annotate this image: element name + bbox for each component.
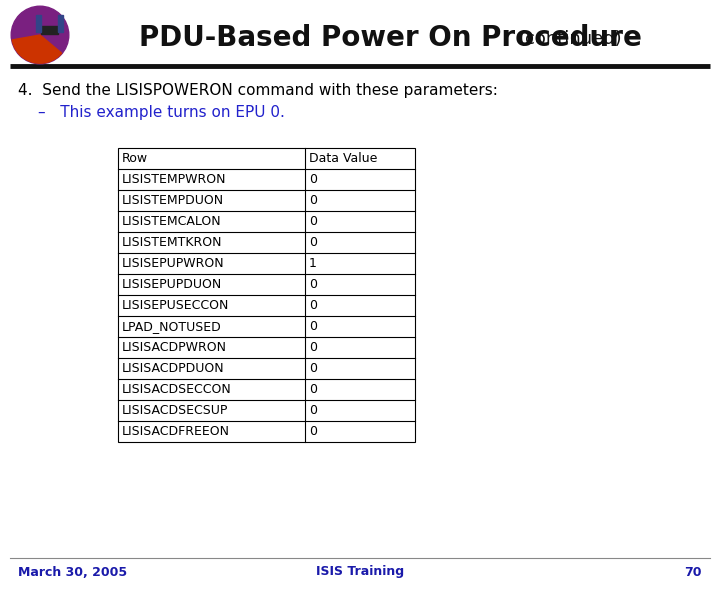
- Bar: [58, 15, 63, 32]
- Text: 1: 1: [309, 257, 317, 270]
- Text: LISISEPUPDUON: LISISEPUPDUON: [122, 278, 222, 291]
- Text: 0: 0: [309, 215, 317, 228]
- Text: LISISACDSECSUP: LISISACDSECSUP: [122, 404, 228, 417]
- Bar: [41, 26, 58, 34]
- Circle shape: [12, 6, 69, 64]
- Text: 0: 0: [309, 194, 317, 207]
- Wedge shape: [12, 35, 62, 63]
- Text: –   This example turns on EPU 0.: – This example turns on EPU 0.: [38, 104, 285, 120]
- Text: 0: 0: [309, 236, 317, 249]
- Text: PDU-Based Power On Procedure: PDU-Based Power On Procedure: [138, 24, 642, 52]
- Text: LPAD_NOTUSED: LPAD_NOTUSED: [122, 320, 222, 333]
- Text: 0: 0: [309, 173, 317, 186]
- Bar: [118, 148, 415, 442]
- Text: LISISACDPDUON: LISISACDPDUON: [122, 362, 225, 375]
- Text: LISISTEMPWRON: LISISTEMPWRON: [122, 173, 227, 186]
- Text: LISISACDSECCON: LISISACDSECCON: [122, 383, 232, 396]
- Text: 0: 0: [309, 425, 317, 438]
- Text: ISIS Training: ISIS Training: [316, 565, 404, 579]
- Text: 0: 0: [309, 362, 317, 375]
- Text: LISISACDPWRON: LISISACDPWRON: [122, 341, 227, 354]
- Text: 0: 0: [309, 278, 317, 291]
- Text: (continued): (continued): [518, 30, 622, 48]
- Text: 0: 0: [309, 383, 317, 396]
- Text: LISISACDFREEON: LISISACDFREEON: [122, 425, 230, 438]
- Text: LISISTEMTKRON: LISISTEMTKRON: [122, 236, 222, 249]
- Text: LISISEPUSECCON: LISISEPUSECCON: [122, 299, 230, 312]
- Text: 4.  Send the LISISPOWERON command with these parameters:: 4. Send the LISISPOWERON command with th…: [18, 83, 498, 97]
- Text: 70: 70: [685, 565, 702, 579]
- Text: 0: 0: [309, 299, 317, 312]
- Text: LISISTEMPDUON: LISISTEMPDUON: [122, 194, 224, 207]
- Text: 0: 0: [309, 341, 317, 354]
- Text: LISISTEMCALON: LISISTEMCALON: [122, 215, 222, 228]
- Bar: [37, 15, 41, 32]
- Text: LISISEPUPWRON: LISISEPUPWRON: [122, 257, 225, 270]
- Text: Data Value: Data Value: [309, 152, 377, 165]
- Text: Row: Row: [122, 152, 148, 165]
- Text: 0: 0: [309, 404, 317, 417]
- Text: 0: 0: [309, 320, 317, 333]
- Text: March 30, 2005: March 30, 2005: [18, 565, 127, 579]
